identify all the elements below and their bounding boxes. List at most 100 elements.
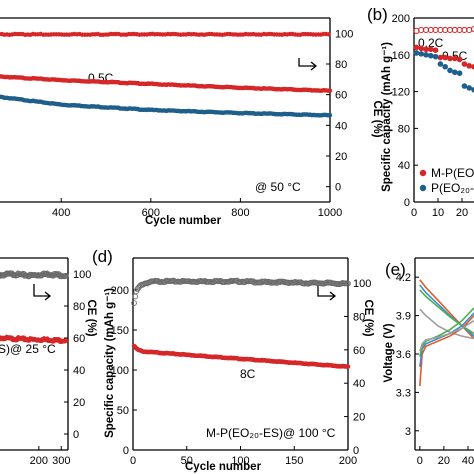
panel-a-xlabel: Cycle number — [145, 215, 222, 227]
c-xtick-label-0: 200 — [30, 455, 48, 467]
panel-d-rate-annotation: 8C — [240, 367, 256, 381]
a-xtick-label-3: 1000 — [318, 207, 342, 219]
a-xtick-label-2: 800 — [231, 207, 249, 219]
e-ytick-label-1: 3.3 — [396, 387, 411, 399]
b-ytick-label-4: 160 — [392, 50, 410, 62]
c-y2tick-label-3: 60 — [73, 333, 85, 345]
e-curve-3 — [419, 308, 474, 340]
b-ytick-label-3: 120 — [392, 87, 410, 99]
b-ytick-label-0: 0 — [404, 197, 410, 209]
c-y2tick-label-0: 0 — [73, 429, 79, 441]
e-xtick-label-1: 20 — [438, 455, 450, 467]
b-series-1-point — [452, 55, 458, 62]
panel-e: (e) Voltage (V) 0 20 40 3 3.3 3.6 3.9 4.2 — [383, 257, 474, 467]
b-series-1-point — [461, 61, 468, 67]
d-xtick-label-4: 200 — [339, 455, 357, 467]
a-y2tick-label-3: 60 — [335, 90, 347, 102]
panel-e-letter: (e) — [385, 260, 406, 279]
d-ytick-label-2: 100 — [111, 365, 129, 377]
b-xtick-label-1: 10 — [432, 207, 444, 219]
panel-b-legend-label-1: M-P(EO — [431, 166, 474, 180]
panel-d: (d) Cycle number Specific capacity (mAh … — [92, 247, 374, 473]
d-ytick-label-1: 50 — [117, 405, 129, 417]
d-xtick-label-3: 150 — [285, 455, 303, 467]
panel-e-ylabel: Voltage (V) — [383, 323, 395, 382]
b-xtick-label-0: 0 — [411, 207, 417, 219]
a-y2tick-label-1: 20 — [335, 151, 347, 163]
b-series-2-point — [447, 67, 453, 74]
d-series-0-point — [132, 293, 139, 300]
e-xtick-label-2: 40 — [462, 455, 474, 467]
d-series-0-point — [178, 278, 185, 285]
a-y2tick-label-2: 40 — [335, 120, 347, 132]
d-y2tick-label-4: 80 — [353, 311, 365, 323]
c-series-1-point — [63, 338, 69, 343]
a-series-1-point — [327, 88, 333, 93]
a-series-2-point — [327, 113, 333, 118]
d-xtick-label-2: 100 — [231, 455, 249, 467]
d-ytick-label-0: 0 — [123, 445, 129, 457]
a-y2tick-label-0: 0 — [335, 182, 341, 194]
b-series-2-point — [413, 50, 420, 56]
c-y2tick-label-5: 100 — [73, 269, 91, 281]
a-xtick-label-1: 600 — [142, 207, 160, 219]
panel-d-temp-annotation: M-P(EO₂₀-ES)@ 100 °C — [206, 426, 336, 440]
d-series-0-point — [345, 280, 351, 287]
b-series-2-point — [466, 85, 473, 91]
d-y2tick-label-2: 40 — [353, 378, 365, 390]
b-series-1-point — [456, 56, 463, 63]
b-series-2-point — [418, 51, 425, 57]
b-series-1-point — [471, 63, 474, 70]
c-right-axis-arrow — [33, 284, 52, 301]
b-series-2-point — [461, 83, 468, 89]
b-series-1-point — [413, 44, 420, 51]
e-ytick-label-0: 3 — [405, 426, 411, 438]
panel-d-ylabel: Specific capacity (mAh g⁻¹) — [104, 288, 116, 438]
a-right-axis-arrow — [298, 58, 318, 71]
b-series-2-point — [423, 52, 429, 58]
b-series-1-point — [423, 46, 429, 53]
b-series-2-point — [442, 63, 449, 70]
b-series-1-point — [432, 47, 439, 53]
b-xtick-label-2: 20 — [456, 207, 468, 219]
panel-c-temp-annotation: S)@ 25 °C — [0, 342, 56, 356]
b-series-1-point — [428, 46, 434, 53]
c-xtick-label-1: 300 — [52, 455, 70, 467]
d-y2tick-label-1: 20 — [353, 412, 365, 424]
e-curve-7 — [419, 320, 474, 352]
d-series-0-point — [338, 280, 345, 287]
panel-b: (b) Specific capacity (mAh g⁻¹) 0.2C 0.5… — [367, 5, 474, 219]
c-y2tick-label-2: 40 — [73, 365, 85, 377]
d-xtick-label-1: 50 — [181, 455, 193, 467]
panel-d-letter: (d) — [92, 247, 113, 266]
e-xtick-label-0: 0 — [417, 455, 423, 467]
panel-a-y2label: CE (%) — [371, 100, 383, 137]
a-y2tick-label-5: 100 — [335, 28, 353, 40]
d-y2tick-label-0: 0 — [353, 445, 359, 457]
b-series-2-point — [452, 69, 458, 76]
d-xtick-label-0: 0 — [130, 455, 136, 467]
panel-b-letter: (b) — [367, 5, 388, 24]
a-series-0-point — [326, 32, 331, 37]
d-right-axis-arrow — [317, 286, 337, 301]
b-series-2-point — [437, 61, 444, 67]
d-series-0-point — [284, 279, 291, 286]
panel-a-temp-annotation: @ 50 °C — [255, 180, 301, 194]
panel-b-legend-label-2: P(EO₂₀- — [431, 181, 474, 195]
a-y2tick-label-4: 80 — [335, 59, 347, 71]
b-series-2-point — [432, 53, 439, 60]
e-ytick-label-3: 3.9 — [396, 311, 411, 323]
panel-b-legend-marker-1 — [419, 169, 427, 177]
b-series-2-point — [456, 70, 463, 76]
panel-b-rate1-annotation: 0.2C — [418, 36, 444, 50]
c-y2tick-label-1: 20 — [73, 397, 85, 409]
panel-b-legend-marker-2 — [419, 184, 427, 192]
b-series-1-point — [442, 54, 449, 61]
b-ytick-label-2: 80 — [398, 123, 410, 135]
d-ytick-label-3: 150 — [111, 325, 129, 337]
panel-b-ylabel: Specific capacity (mAh g⁻¹) — [381, 42, 393, 192]
b-series-1-point — [418, 45, 425, 52]
panel-c-y2label: CE (%) — [85, 299, 97, 336]
d-series-1-point — [345, 364, 351, 369]
